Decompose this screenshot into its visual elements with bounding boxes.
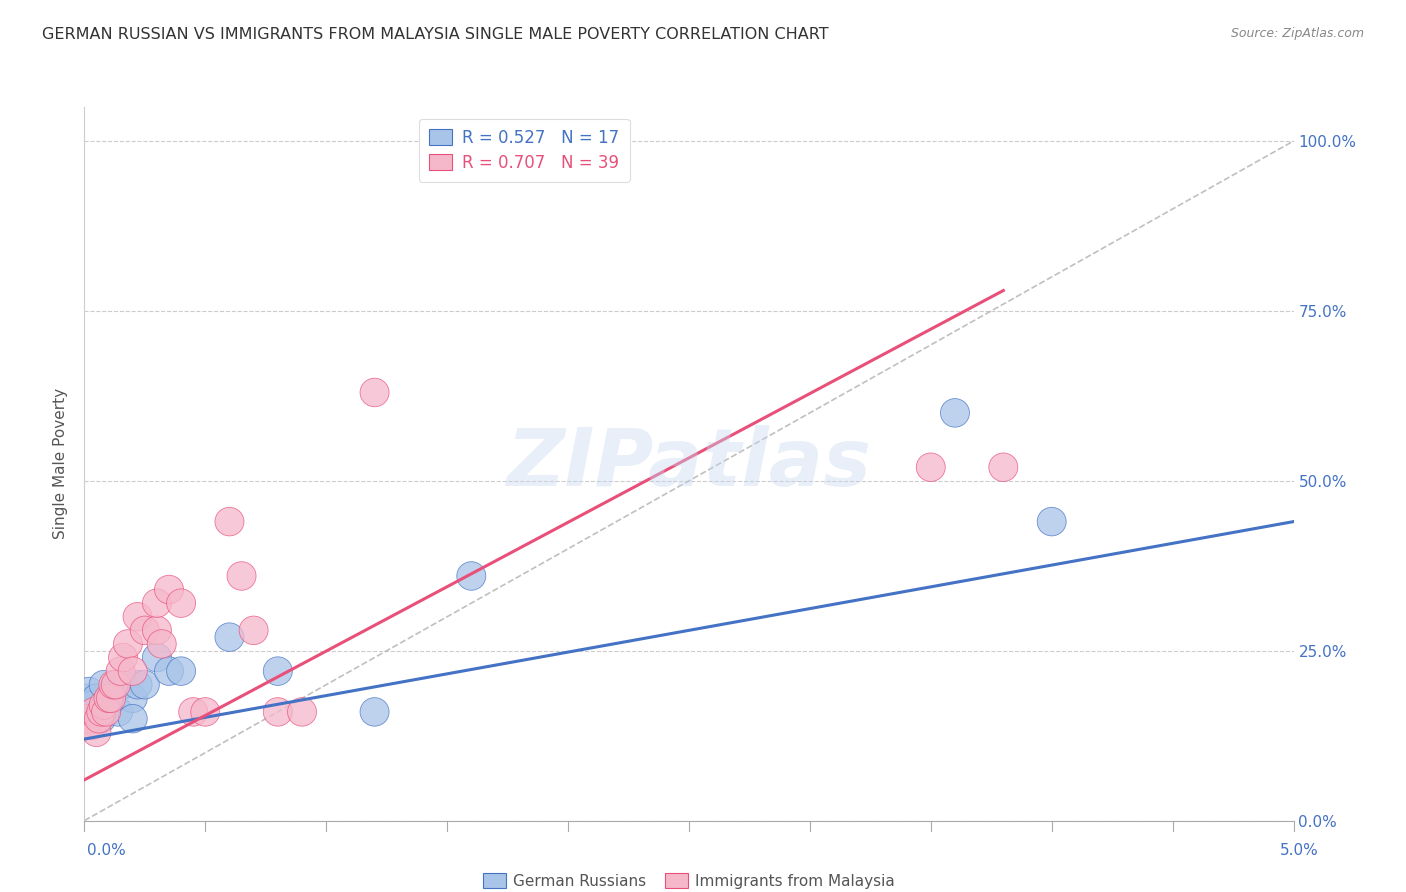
Ellipse shape [166,657,195,685]
Ellipse shape [72,711,101,739]
Ellipse shape [101,671,131,699]
Ellipse shape [360,378,389,407]
Ellipse shape [148,630,176,658]
Ellipse shape [114,630,142,658]
Ellipse shape [263,698,292,726]
Ellipse shape [131,671,159,699]
Ellipse shape [360,698,389,726]
Ellipse shape [72,684,101,713]
Ellipse shape [124,602,152,631]
Ellipse shape [82,684,111,713]
Ellipse shape [89,671,118,699]
Ellipse shape [104,698,132,726]
Ellipse shape [988,453,1018,482]
Ellipse shape [142,643,172,672]
Ellipse shape [80,698,108,726]
Ellipse shape [226,562,256,591]
Ellipse shape [239,616,269,645]
Text: 5.0%: 5.0% [1279,843,1319,858]
Text: GERMAN RUSSIAN VS IMMIGRANTS FROM MALAYSIA SINGLE MALE POVERTY CORRELATION CHART: GERMAN RUSSIAN VS IMMIGRANTS FROM MALAYS… [42,27,828,42]
Ellipse shape [91,698,121,726]
Ellipse shape [142,589,172,617]
Ellipse shape [98,671,128,699]
Ellipse shape [155,657,184,685]
Ellipse shape [75,705,104,733]
Ellipse shape [191,698,219,726]
Ellipse shape [142,616,172,645]
Ellipse shape [287,698,316,726]
Ellipse shape [105,657,135,685]
Ellipse shape [77,711,105,739]
Ellipse shape [97,684,125,713]
Ellipse shape [94,690,124,719]
Ellipse shape [917,453,945,482]
Ellipse shape [166,589,195,617]
Text: 0.0%: 0.0% [87,843,127,858]
Ellipse shape [155,575,184,604]
Ellipse shape [131,616,159,645]
Ellipse shape [82,718,111,747]
Ellipse shape [457,562,486,591]
Ellipse shape [87,698,115,726]
Legend: German Russians, Immigrants from Malaysia: German Russians, Immigrants from Malaysi… [477,867,901,892]
Ellipse shape [77,690,105,719]
Ellipse shape [108,671,138,699]
Ellipse shape [263,657,292,685]
Ellipse shape [941,399,970,427]
Ellipse shape [1038,508,1066,536]
Ellipse shape [89,690,118,719]
Ellipse shape [118,684,148,713]
Ellipse shape [124,671,152,699]
Ellipse shape [94,684,124,713]
Ellipse shape [179,698,208,726]
Text: ZIPatlas: ZIPatlas [506,425,872,503]
Y-axis label: Single Male Poverty: Single Male Poverty [53,388,69,540]
Ellipse shape [118,705,148,733]
Text: Source: ZipAtlas.com: Source: ZipAtlas.com [1230,27,1364,40]
Ellipse shape [108,643,138,672]
Ellipse shape [118,657,148,685]
Ellipse shape [84,705,114,733]
Ellipse shape [75,677,104,706]
Ellipse shape [215,508,245,536]
Ellipse shape [98,677,128,706]
Ellipse shape [87,705,115,733]
Ellipse shape [215,623,245,651]
